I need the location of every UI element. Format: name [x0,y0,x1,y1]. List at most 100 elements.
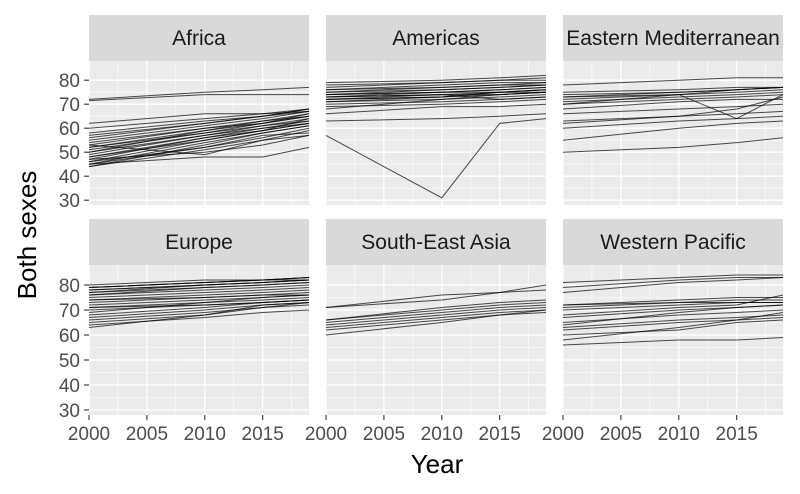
facet-panel: Africa [88,15,310,205]
y-tick-label: 70 [59,301,80,322]
facet-strip [563,15,783,61]
series-line [562,94,784,120]
series-line [325,103,547,115]
series-line [562,277,784,293]
panel-background [89,61,309,205]
x-tick-label: 2005 [363,424,405,445]
series-line [88,130,310,168]
series-line [562,89,784,100]
series-line [562,86,784,105]
series-line [88,127,310,163]
series-line [88,115,310,153]
series-line [562,98,783,110]
series-line [562,312,784,341]
facet-strip [89,219,309,265]
x-tick-label: 2010 [421,424,463,445]
series-line [325,84,547,93]
series-line [325,302,547,321]
series-line [325,94,547,103]
panel-background [326,265,546,415]
series-line [88,277,310,286]
series-line [562,103,784,115]
series-line [562,294,784,316]
series-line [88,115,310,148]
y-tick-label: 50 [59,143,80,164]
series-line [562,302,783,306]
series-line [562,337,784,346]
series-line [325,98,547,108]
x-tick-label: 2000 [68,424,110,445]
series-line [88,134,310,156]
x-tick-label: 2015 [242,424,284,445]
series-line [325,309,547,331]
series-line [88,299,310,308]
facet-panel: Europe [88,219,310,415]
series-line [88,309,310,326]
series-line [562,110,784,124]
series-line [562,304,784,326]
series-line [88,279,309,288]
x-tick-label: 2005 [600,424,642,445]
series-line [325,77,547,86]
x-tick-label: 2005 [126,424,168,445]
series-line [88,108,310,129]
series-line [562,137,784,153]
facet-panel: Eastern Mediterranean [562,15,784,205]
x-tick-label: 2015 [716,424,758,445]
facet-strip-label: Africa [172,27,226,50]
series-line [325,113,547,122]
y-axis-top-row: 30 40 50 60 70 80 [59,71,89,212]
y-tick-label: 60 [59,326,80,347]
facet-panel: South-East Asia [325,219,547,415]
y-tick-label: 30 [59,401,80,422]
facet-strip [89,15,309,61]
x-axis-title: Year [411,449,464,479]
series-line [325,307,547,326]
series-line [325,289,547,308]
x-tick-label: 2000 [542,424,584,445]
y-tick-label: 60 [59,119,80,140]
series-line [88,294,309,301]
y-tick-label: 40 [59,376,80,397]
series-line [562,317,784,331]
facet-strip-label: South-East Asia [361,231,511,254]
series-line [88,132,310,165]
series-line [88,279,310,293]
series-line [88,118,310,158]
series-line [88,146,310,165]
series-line [325,82,546,91]
facet-strip [326,15,546,61]
series-line [88,297,310,308]
facet-strip-label: Europe [165,231,233,254]
x-tick-label: 2000 [305,424,347,445]
series-line [562,86,783,93]
facet-panels: Africa Americas Eastern Mediterranean Europ… [88,15,784,415]
series-line [325,118,547,199]
facet-strip-label: Americas [392,27,480,50]
series-line [325,312,547,336]
series-line [562,297,783,306]
series-line [562,77,783,86]
series-line [325,89,547,100]
facet-strip [563,219,783,265]
series-line [325,304,547,323]
series-line [88,122,310,158]
series-line [88,86,310,100]
series-line [88,110,310,141]
series-line [562,120,784,141]
y-tick-label: 40 [59,167,80,188]
y-tick-label: 70 [59,95,80,116]
y-axis-title: Both sexes [12,171,42,300]
x-tick-label: 2010 [658,424,700,445]
series-line [325,74,547,84]
x-tick-label: 2015 [479,424,521,445]
series-line [88,284,310,296]
facet-strip [326,219,546,265]
y-tick-label: 50 [59,351,80,372]
facet-strip-label: Western Pacific [600,231,746,254]
panel-background [563,61,783,205]
series-line [88,94,309,102]
series-line [562,277,783,288]
series-line [562,96,784,122]
